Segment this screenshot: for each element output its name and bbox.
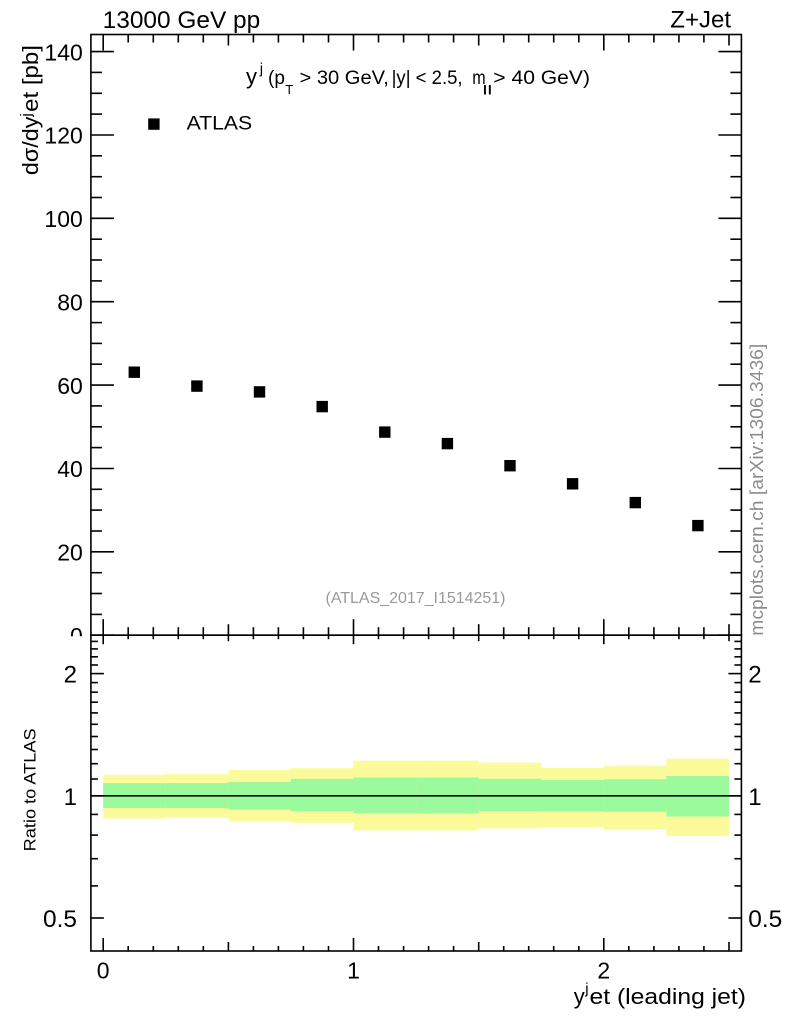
svg-text:dσ/dy: dσ/dy bbox=[18, 117, 43, 176]
svg-text:1: 1 bbox=[347, 958, 360, 984]
svg-text:j: j bbox=[18, 113, 35, 117]
svg-text:|y| < 2.5,: |y| < 2.5, bbox=[392, 68, 463, 89]
svg-text:mcplots.cern.ch [arXiv:1306.34: mcplots.cern.ch [arXiv:1306.3436] bbox=[747, 344, 767, 636]
svg-text:2: 2 bbox=[748, 662, 761, 689]
svg-text:40: 40 bbox=[57, 456, 83, 482]
svg-text:60: 60 bbox=[57, 373, 83, 399]
svg-text:j: j bbox=[259, 61, 263, 78]
svg-text:2: 2 bbox=[64, 662, 77, 689]
svg-text:0: 0 bbox=[97, 958, 110, 984]
svg-text:0: 0 bbox=[70, 623, 83, 649]
svg-text:ATLAS: ATLAS bbox=[187, 112, 253, 134]
svg-text:et [pb]: et [pb] bbox=[18, 45, 43, 112]
svg-text:1: 1 bbox=[748, 784, 761, 811]
svg-text:0.5: 0.5 bbox=[43, 906, 77, 933]
svg-text:120: 120 bbox=[44, 123, 82, 149]
svg-text:(ATLAS_2017_I1514251): (ATLAS_2017_I1514251) bbox=[326, 590, 506, 607]
svg-text:13000 GeV pp: 13000 GeV pp bbox=[103, 7, 261, 34]
svg-text:1: 1 bbox=[64, 784, 77, 811]
svg-text:Ratio to ATLAS: Ratio to ATLAS bbox=[20, 728, 39, 851]
svg-text:et (leading jet): et (leading jet) bbox=[590, 984, 747, 1009]
svg-text:80: 80 bbox=[57, 289, 83, 315]
svg-text:20: 20 bbox=[57, 540, 83, 566]
svg-text:j: j bbox=[584, 981, 588, 998]
svg-text:y: y bbox=[246, 64, 257, 89]
svg-text:0.5: 0.5 bbox=[748, 906, 782, 933]
svg-text:m: m bbox=[472, 68, 485, 89]
svg-text:> 40 GeV): > 40 GeV) bbox=[493, 68, 590, 89]
svg-text:100: 100 bbox=[44, 206, 82, 232]
svg-text:Z+Jet: Z+Jet bbox=[670, 7, 731, 34]
svg-text:2: 2 bbox=[597, 958, 610, 984]
svg-text:T: T bbox=[285, 82, 293, 97]
svg-text:y: y bbox=[574, 984, 585, 1009]
svg-text:> 30 GeV,: > 30 GeV, bbox=[300, 68, 389, 89]
svg-text:ll: ll bbox=[483, 83, 493, 98]
svg-text:(p: (p bbox=[268, 68, 285, 89]
svg-text:140: 140 bbox=[44, 39, 82, 65]
